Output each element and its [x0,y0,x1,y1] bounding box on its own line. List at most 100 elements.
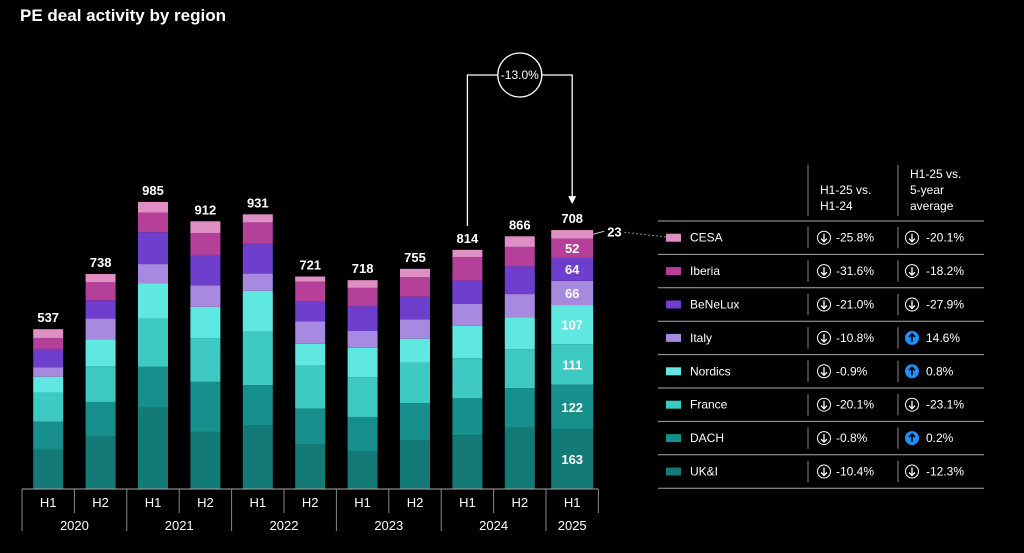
bar-segment-uki-0 [33,449,64,489]
bar-segment-uki-7 [400,440,430,489]
arrow-down-icon-benelux-5yr-circle [905,297,919,312]
bar-segment-iberia-9 [504,246,535,267]
arrow-down-icon-france-yoy [820,400,828,410]
table-header-yoy-line-1: H1-24 [820,199,853,213]
arrow-down-icon-benelux-5yr [908,300,916,310]
bar-segment-cesa-9 [504,236,535,247]
arrow-down-icon-iberia-5yr-circle [905,264,919,279]
arrow-up-icon-nordics-5yr [908,366,916,376]
bar-segment-uki-8 [452,435,483,489]
bar-segment-nordics-10 [551,305,594,345]
bar-segment-nordics-6 [347,347,378,378]
total-label-10: 708 [561,211,583,226]
tick-label-half-7: H2 [407,495,424,510]
bar-segment-nordics-8 [452,325,483,359]
bar-segment-uki-10 [551,429,594,489]
legend-swatch-benelux [666,300,681,309]
bar-segment-benelux-3 [190,254,221,286]
bar-segment-cesa-4 [242,214,273,223]
value-5yr-dach: 0.2% [926,431,954,445]
bar-segment-italy-1 [85,318,116,340]
legend-label-dach: DACH [690,431,724,445]
value-yoy-cesa: -25.8% [836,231,874,245]
total-label-7: 755 [404,250,426,265]
table-header-5yr-line-2: average [910,199,954,213]
tick-label-year-2022: 2022 [270,518,299,533]
arrow-down-icon-benelux-yoy-circle [817,297,831,312]
bar-segment-cesa-1 [85,273,116,283]
tick-label-half-3: H2 [197,495,214,510]
data-label-uki: 163 [561,452,583,467]
bar-segment-dach-5 [295,408,326,445]
legend-label-uki: UK&I [690,465,718,479]
value-5yr-nordics: 0.8% [926,364,954,378]
value-yoy-italy: -10.8% [836,331,874,345]
bar-segment-cesa-7 [400,268,430,278]
bar-segment-benelux-4 [242,243,273,274]
change-circle [497,52,543,98]
bar-segment-france-8 [452,358,483,399]
arrow-down-icon-iberia-yoy [820,267,828,277]
data-label-nordics: 107 [561,318,583,333]
arrow-down-icon-cesa-yoy-circle [817,230,831,245]
bar-segment-benelux-0 [33,348,64,368]
bar-segment-iberia-0 [33,337,64,349]
total-label-5: 721 [299,258,321,273]
bar-segment-iberia-6 [347,287,378,307]
bar-segment-italy-6 [347,331,378,348]
bar-segment-dach-6 [347,416,378,451]
arrow-down-icon-nordics-yoy-circle [817,364,831,379]
data-label-italy: 66 [565,286,579,301]
bar-segment-iberia-1 [85,282,116,301]
bar-segment-france-3 [190,338,221,382]
bar-segment-uki-1 [85,435,116,489]
legend-label-cesa: CESA [690,231,723,245]
total-label-4: 931 [247,195,269,210]
legend-swatch-nordics [666,367,681,376]
bar-segment-nordics-3 [190,306,221,339]
value-5yr-benelux: -27.9% [926,298,964,312]
bar-segment-dach-1 [85,401,116,436]
bar-segment-italy-9 [504,294,535,318]
arrow-down-icon-france-5yr-circle [905,397,919,412]
cesa-dotted-connector [624,231,667,238]
bar-segment-cesa-6 [347,280,378,288]
bar-segment-iberia-10 [551,238,594,258]
tick-label-half-9: H2 [511,495,528,510]
bar-segment-dach-0 [33,421,64,450]
bar-segment-benelux-1 [85,300,116,319]
bar-segment-france-0 [33,392,64,422]
legend-swatch-dach [666,434,681,443]
total-label-0: 537 [37,310,59,325]
total-label-3: 912 [195,202,217,217]
value-5yr-iberia: -18.2% [926,264,964,278]
table-header-5yr-line-0: H1-25 vs. [910,167,961,181]
value-yoy-benelux: -21.0% [836,298,874,312]
bar-segment-italy-7 [400,319,430,339]
bar-segment-dach-3 [190,381,221,432]
bar-segment-benelux-9 [504,266,535,295]
value-yoy-uki: -10.4% [836,465,874,479]
legend-swatch-cesa [666,233,681,242]
bar-segment-iberia-2 [138,212,168,233]
tick-label-half-5: H2 [302,495,319,510]
bar-segment-uki-4 [242,425,273,489]
legend-swatch-france [666,400,681,409]
bar-segment-uki-9 [504,427,535,489]
change-label: -13.0% [501,68,539,82]
tick-label-year-2023: 2023 [374,518,403,533]
bar-segment-cesa-0 [33,329,64,338]
bar-segment-nordics-2 [138,283,168,319]
bar-segment-iberia-4 [242,222,273,244]
bar-segment-iberia-8 [452,257,483,281]
value-5yr-france: -23.1% [926,398,964,412]
arrow-up-icon-italy-5yr [908,332,916,342]
tick-label-half-8: H1 [459,495,476,510]
bar-segment-italy-2 [138,264,168,284]
legend-swatch-uki [666,467,681,476]
bar-segment-nordics-1 [85,339,116,367]
data-label-dach: 122 [561,400,583,415]
bar-segment-benelux-8 [452,280,483,304]
legend-label-iberia: Iberia [690,264,720,278]
